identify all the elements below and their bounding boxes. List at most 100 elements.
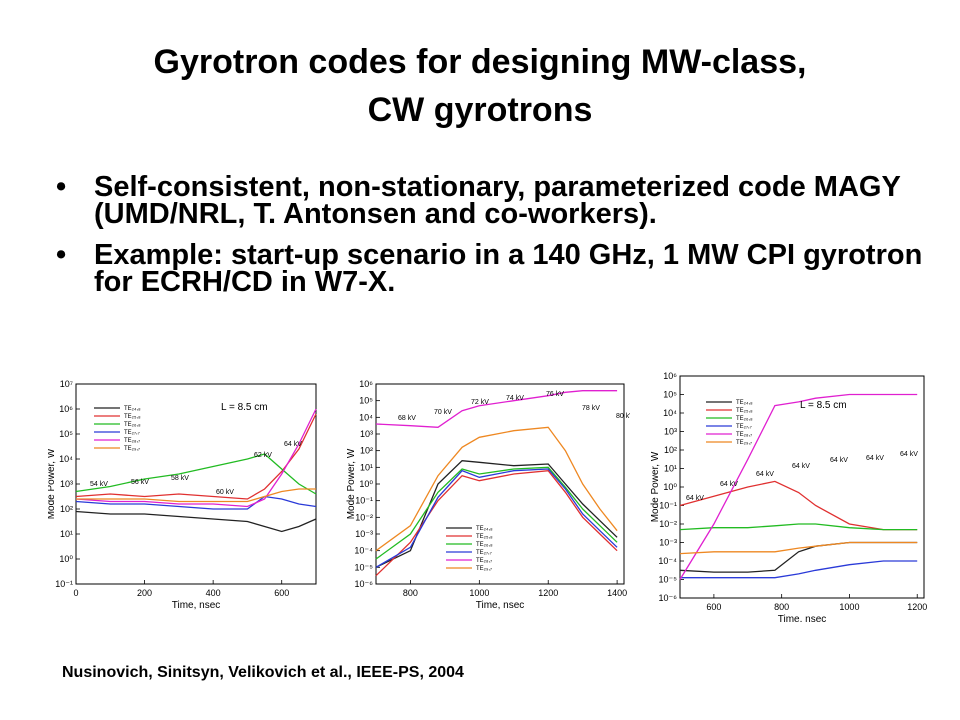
series-line [75, 495, 317, 510]
series-line [679, 480, 918, 531]
y-tick-label: 10² [664, 445, 677, 455]
length-label: L = 8.5 cm [221, 402, 268, 413]
voltage-annotation: 64 kV [756, 471, 774, 478]
voltage-annotation: 62 kV [254, 452, 272, 459]
series-line [75, 453, 317, 495]
y-tick-label: 10⁰ [59, 554, 73, 564]
voltage-annotation: 80 kV [616, 413, 630, 420]
x-tick-label: 1200 [907, 602, 927, 612]
x-tick-label: 800 [774, 602, 789, 612]
y-tick-label: 10⁻⁴ [658, 556, 677, 566]
x-tick-label: 1400 [607, 588, 627, 598]
legend-label: TE₂₇,₇ [736, 424, 752, 430]
voltage-annotation: 64 kV [866, 455, 884, 462]
y-tick-label: 10⁻⁶ [659, 593, 678, 603]
title-line-1: Gyrotron codes for designing MW-class, [153, 43, 807, 81]
legend-label: TE₂₆,₈ [736, 416, 753, 422]
legend-label: TE₂₈,₇ [736, 432, 752, 438]
y-tick-label: 10¹ [664, 464, 677, 474]
x-tick-label: 1000 [469, 588, 489, 598]
legend-label: TE₂₅,₈ [736, 408, 753, 414]
voltage-annotation: 74 kV [506, 395, 524, 402]
y-tick-label: 10⁴ [663, 408, 677, 418]
x-tick-label: 0 [73, 588, 78, 598]
legend-label: TE₂₅,₈ [124, 414, 141, 420]
series-line [679, 523, 918, 531]
y-tick-label: 10⁰ [359, 479, 373, 489]
plot-frame [375, 383, 625, 585]
legend-label: TE₂₅,₈ [476, 534, 493, 540]
citation: Nusinovich, Sinitsyn, Velikovich et al.,… [62, 664, 464, 681]
legend-label: TE₂₇,₇ [124, 430, 140, 436]
series-line [375, 468, 618, 568]
plot-3-svg: 10⁻⁶ 10⁻⁵ 10⁻⁴ 10⁻³ 10⁻² 10⁻¹ 10⁰ 10¹ 10² 10³ 10⁴ 1… [650, 371, 927, 622]
y-tick-label: 10⁻³ [659, 538, 677, 548]
y-tick-label: 10⁻² [355, 512, 373, 522]
bullet-item: • Self-consistent, non-stationary, param… [56, 171, 936, 230]
legend-label: TE₂₇,₇ [476, 550, 492, 556]
y-tick-label: 10⁻¹ [659, 501, 677, 511]
length-label: L = 8.5 cm [800, 400, 847, 411]
y-axis-label: Mode Power, W [346, 448, 357, 519]
voltage-annotation: 76 kV [546, 391, 564, 398]
x-axis-label: Time, nsec [778, 614, 827, 622]
plot-2-svg: 10⁻⁶ 10⁻⁵ 10⁻⁴ 10⁻³ 10⁻² 10⁻¹ 10⁰ 10¹ 10² 10³ 10⁴ 1… [346, 379, 630, 611]
y-tick-label: 10⁶ [359, 379, 373, 389]
series-line [76, 488, 316, 503]
y-tick-label: 10⁶ [59, 404, 73, 414]
y-axis-label: Mode Power, W [48, 448, 57, 519]
y-tick-label: 10¹ [360, 462, 373, 472]
voltage-annotation: 64 kV [792, 463, 810, 470]
series-line [75, 408, 317, 508]
plot-panel-3: 10⁻⁶ 10⁻⁵ 10⁻⁴ 10⁻³ 10⁻² 10⁻¹ 10⁰ 10¹ 10² 10³ 10⁴ 1… [642, 370, 934, 622]
series-line [680, 560, 918, 579]
x-tick-label: 600 [274, 588, 289, 598]
y-tick-label: 10⁷ [60, 379, 73, 389]
voltage-annotation: 54 kV [90, 481, 108, 488]
legend-label: TE₂₄,₈ [476, 526, 493, 532]
bullet-item: • Example: start-up scenario in a 140 GH… [56, 239, 936, 297]
legend-label: TE₂₈,₇ [124, 438, 140, 444]
series-line [679, 393, 918, 580]
y-tick-label: 10⁻⁴ [354, 546, 373, 556]
bullet-marker: • [56, 239, 67, 271]
bullet-list: • Self-consistent, non-stationary, param… [56, 171, 936, 310]
y-tick-label: 10³ [664, 427, 677, 437]
y-tick-label: 10⁻³ [355, 529, 373, 539]
legend-label: TE₂₄,₈ [736, 400, 753, 406]
voltage-annotation: 58 kV [171, 475, 189, 482]
voltage-annotation: 64 kV [284, 441, 302, 448]
voltage-annotation: 68 kV [398, 415, 416, 422]
series-line [75, 510, 317, 533]
y-tick-label: 10⁴ [359, 412, 373, 422]
y-tick-label: 10⁵ [359, 396, 373, 406]
x-tick-label: 600 [706, 602, 721, 612]
slide-title: Gyrotron codes for designing MW-class, C… [0, 38, 960, 134]
x-tick-label: 200 [137, 588, 152, 598]
bullet-text: Self-consistent, non-stationary, paramet… [94, 171, 901, 230]
legend-label: TE₂₆,₈ [476, 542, 493, 548]
voltage-annotation: 64 kV [900, 451, 918, 458]
voltage-annotation: 60 kV [216, 489, 234, 496]
legend-label: TE₂₄,₈ [124, 406, 141, 412]
plot-1-svg: 10⁻¹ 10⁰ 10¹ 10² 10³ 10⁴ 10⁵ 10⁶ 10⁷ 0 200 400 600 Ti… [48, 379, 317, 611]
x-tick-label: 400 [206, 588, 221, 598]
y-tick-label: 10⁻¹ [355, 496, 373, 506]
y-tick-label: 10² [60, 504, 73, 514]
plot-panel-1: 10⁻¹ 10⁰ 10¹ 10² 10³ 10⁴ 10⁵ 10⁶ 10⁷ 0 200 400 600 Ti… [48, 378, 320, 620]
y-tick-label: 10⁵ [59, 429, 73, 439]
voltage-annotation: 72 kV [471, 399, 489, 406]
y-tick-label: 10⁴ [59, 454, 73, 464]
y-tick-label: 10⁵ [663, 390, 677, 400]
legend-label: TE₂₉,₇ [124, 446, 140, 452]
title-line-2: CW gyrotrons [367, 91, 593, 129]
x-axis-label: Time, nsec [172, 600, 221, 611]
y-tick-label: 10² [360, 446, 373, 456]
bullet-marker: • [56, 171, 67, 203]
x-tick-label: 800 [403, 588, 418, 598]
y-axis-label: Mode Power, W [650, 451, 661, 522]
voltage-annotation: 56 kV [131, 479, 149, 486]
x-tick-label: 1000 [839, 602, 859, 612]
voltage-annotation: 64 kV [686, 495, 704, 502]
y-tick-label: 10⁻¹ [55, 579, 73, 589]
